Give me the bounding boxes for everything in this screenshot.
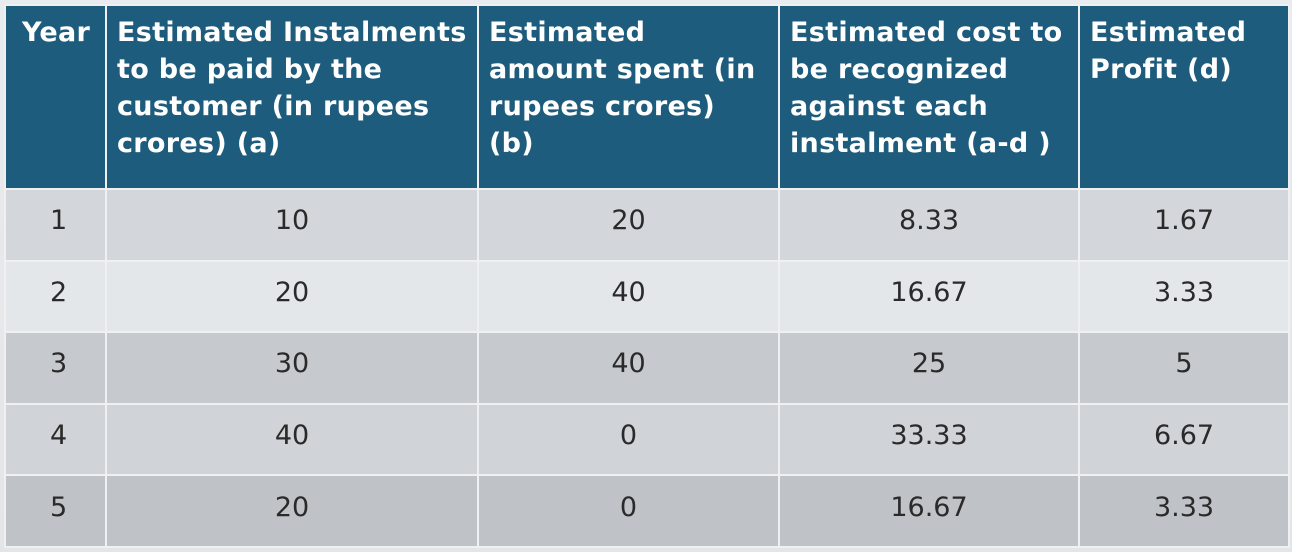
cell-cost-recognized: 16.67 (778, 259, 1080, 334)
table-row: 1 10 20 8.33 1.67 (4, 188, 1290, 262)
header-year: Year (4, 4, 107, 190)
table-header-row: Year Estimated Instalments to be paid by… (4, 4, 1290, 190)
cell-profit: 5 (1078, 331, 1290, 405)
cell-year: 4 (4, 402, 107, 477)
cell-instalment: 20 (105, 259, 479, 334)
cell-year: 2 (4, 259, 107, 334)
table-row: 2 20 40 16.67 3.33 (4, 259, 1290, 334)
instalment-profit-table: Year Estimated Instalments to be paid by… (4, 4, 1290, 548)
table-row: 4 40 0 33.33 6.67 (4, 402, 1290, 477)
cell-profit: 3.33 (1078, 259, 1290, 334)
cell-instalment: 20 (105, 474, 479, 548)
cell-amount-spent: 0 (477, 474, 780, 548)
header-amount-spent: Estimated amount spent (in rupees crores… (477, 4, 780, 190)
header-instalments: Estimated Instalments to be paid by the … (105, 4, 479, 190)
cell-profit: 1.67 (1078, 188, 1290, 262)
header-cost-recognized: Estimated cost to be recognized against … (778, 4, 1080, 190)
cell-amount-spent: 40 (477, 259, 780, 334)
cell-cost-recognized: 33.33 (778, 402, 1080, 477)
cell-profit: 3.33 (1078, 474, 1290, 548)
header-profit: Estimated Profit (d) (1078, 4, 1290, 190)
cell-amount-spent: 40 (477, 331, 780, 405)
cell-year: 5 (4, 474, 107, 548)
cell-year: 3 (4, 331, 107, 405)
cell-instalment: 40 (105, 402, 479, 477)
table-row: 3 30 40 25 5 (4, 331, 1290, 405)
cell-amount-spent: 20 (477, 188, 780, 262)
cell-year: 1 (4, 188, 107, 262)
cell-amount-spent: 0 (477, 402, 780, 477)
cell-instalment: 10 (105, 188, 479, 262)
cell-cost-recognized: 16.67 (778, 474, 1080, 548)
cell-cost-recognized: 8.33 (778, 188, 1080, 262)
cell-profit: 6.67 (1078, 402, 1290, 477)
cell-instalment: 30 (105, 331, 479, 405)
cell-cost-recognized: 25 (778, 331, 1080, 405)
table-row: 5 20 0 16.67 3.33 (4, 474, 1290, 548)
